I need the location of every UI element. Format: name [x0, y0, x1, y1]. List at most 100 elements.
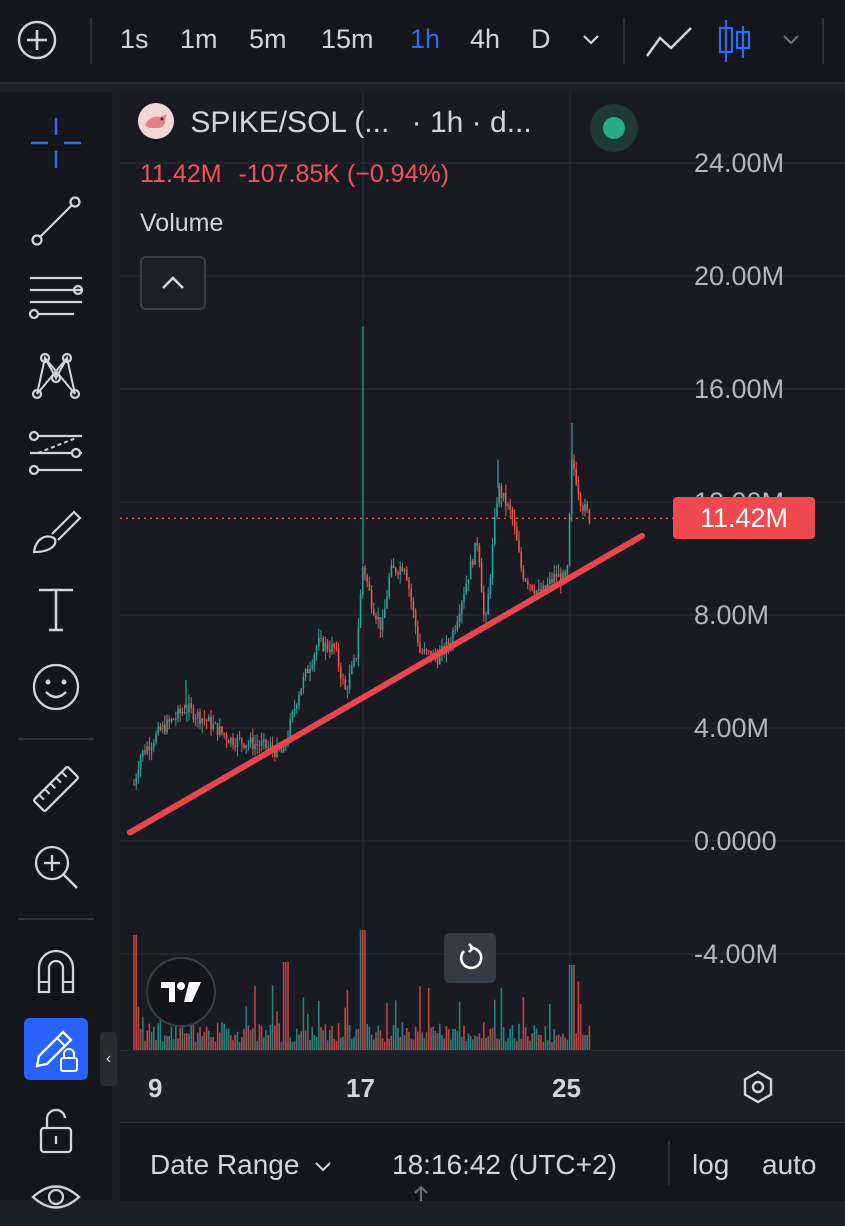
zoom-in-tool[interactable] [27, 838, 85, 896]
candle-body [135, 777, 137, 785]
candle-body [201, 718, 203, 724]
candle-body [584, 504, 586, 512]
candle-body [553, 574, 555, 583]
candle-body [412, 600, 415, 611]
chart-type-chevron-down-icon[interactable] [780, 32, 802, 48]
collapse-legend-button[interactable] [140, 256, 206, 310]
candle-body [175, 718, 177, 720]
candle-body [137, 769, 140, 778]
text-tool[interactable] [27, 580, 85, 638]
candles-icon[interactable] [716, 18, 752, 64]
reset-chart-button[interactable] [444, 933, 496, 983]
collapse-toolbar-button[interactable]: ‹ [100, 1032, 117, 1086]
lock-drawing-tool[interactable] [24, 1018, 88, 1080]
candle-body [496, 503, 498, 517]
crosshair-tool[interactable] [27, 114, 85, 172]
line-chart-icon[interactable] [644, 24, 694, 60]
volume-bar [146, 1030, 148, 1050]
volume-bar [562, 1033, 564, 1050]
candle-body [337, 648, 340, 667]
add-symbol-icon[interactable] [16, 19, 58, 61]
price-chart[interactable] [120, 92, 845, 1050]
volume-bar [549, 1003, 551, 1050]
candle-body [487, 594, 489, 615]
tradingview-logo[interactable] [146, 957, 216, 1027]
volume-bar [379, 1030, 382, 1050]
volume-bar [478, 1033, 481, 1050]
volume-bar [408, 1031, 410, 1050]
timeframe-15m[interactable]: 15m [321, 24, 374, 54]
timeframe-1s[interactable]: 1s [120, 24, 149, 54]
candle-body [166, 719, 168, 733]
timezone-clock[interactable]: 18:16:42 (UTC+2) [392, 1149, 617, 1180]
volume-bar [489, 1028, 492, 1050]
volume-bar [401, 1022, 404, 1050]
candle-body [469, 560, 472, 580]
chart-pane[interactable] [120, 92, 845, 1050]
timeframe-4h[interactable]: 4h [470, 24, 501, 54]
time-axis[interactable]: 9 17 25 [120, 1050, 845, 1123]
volume-bar [342, 1036, 344, 1050]
candle-body [142, 750, 144, 757]
symbol-row[interactable]: SPIKE/SOL (... · 1h · d... [138, 103, 532, 142]
candle-body [192, 707, 195, 720]
timeframe-1m[interactable]: 1m [180, 24, 218, 54]
toolbar-separator [18, 738, 94, 740]
visibility-tool[interactable] [27, 1168, 85, 1226]
market-status-indicator[interactable] [590, 104, 638, 152]
volume-bar [445, 1026, 448, 1050]
candle-body [243, 743, 245, 748]
trend-line-tool[interactable] [27, 192, 85, 250]
date-range-label: Date Range [150, 1149, 300, 1180]
pattern-tool[interactable] [27, 346, 85, 404]
candle-body [491, 544, 494, 578]
volume-bar [362, 930, 364, 1050]
volume-bar [579, 1004, 582, 1050]
prediction-tool[interactable] [27, 424, 85, 482]
date-range-button[interactable]: Date Range [150, 1149, 333, 1181]
volume-bar [370, 1034, 373, 1050]
timeframe-1h[interactable]: 1h [410, 24, 441, 54]
unlock-tool[interactable] [27, 1102, 85, 1160]
magnet-tool[interactable] [27, 942, 85, 1000]
brush-tool[interactable] [27, 502, 85, 560]
candle-body [203, 718, 206, 720]
candle-body [133, 784, 135, 786]
candle-body [170, 718, 173, 722]
volume-bar [412, 1039, 415, 1050]
volume-bar [480, 1038, 483, 1050]
auto-scale-toggle[interactable]: auto [762, 1149, 817, 1180]
candle-body [516, 527, 518, 541]
volume-bar [582, 1034, 584, 1050]
candle-body [388, 576, 390, 597]
ruler-tool[interactable] [27, 760, 85, 818]
emoji-tool[interactable] [27, 658, 85, 716]
volume-bar [518, 1023, 520, 1050]
fib-retracement-tool[interactable] [27, 268, 85, 326]
candle-body [139, 756, 142, 770]
volume-indicator-label[interactable]: Volume [140, 209, 224, 237]
candle-body [456, 621, 459, 630]
volume-bar [157, 1023, 159, 1050]
volume-bar [395, 1000, 397, 1050]
last-price: 11.42M [140, 160, 222, 188]
volume-bar [320, 1027, 322, 1050]
volume-bar [285, 962, 287, 1050]
volume-bar [170, 1026, 173, 1050]
volume-bar [485, 1037, 487, 1050]
timeframe-5m[interactable]: 5m [249, 24, 287, 54]
candle-body [502, 492, 505, 499]
timeframe-chevron-down-icon[interactable] [580, 32, 602, 48]
volume-bar [230, 1035, 232, 1050]
volume-bar [439, 1023, 441, 1050]
volume-bar [214, 1041, 217, 1050]
volume-bar [373, 1039, 375, 1050]
timeframe-d[interactable]: D [531, 24, 551, 54]
candle-body [447, 641, 450, 647]
log-scale-toggle[interactable]: log [692, 1149, 730, 1180]
bottom-divider [668, 1141, 670, 1185]
chart-settings-icon[interactable] [740, 1069, 776, 1105]
volume-bar [434, 1031, 437, 1050]
volume-bar [524, 1027, 527, 1050]
volume-bar [483, 1022, 485, 1050]
